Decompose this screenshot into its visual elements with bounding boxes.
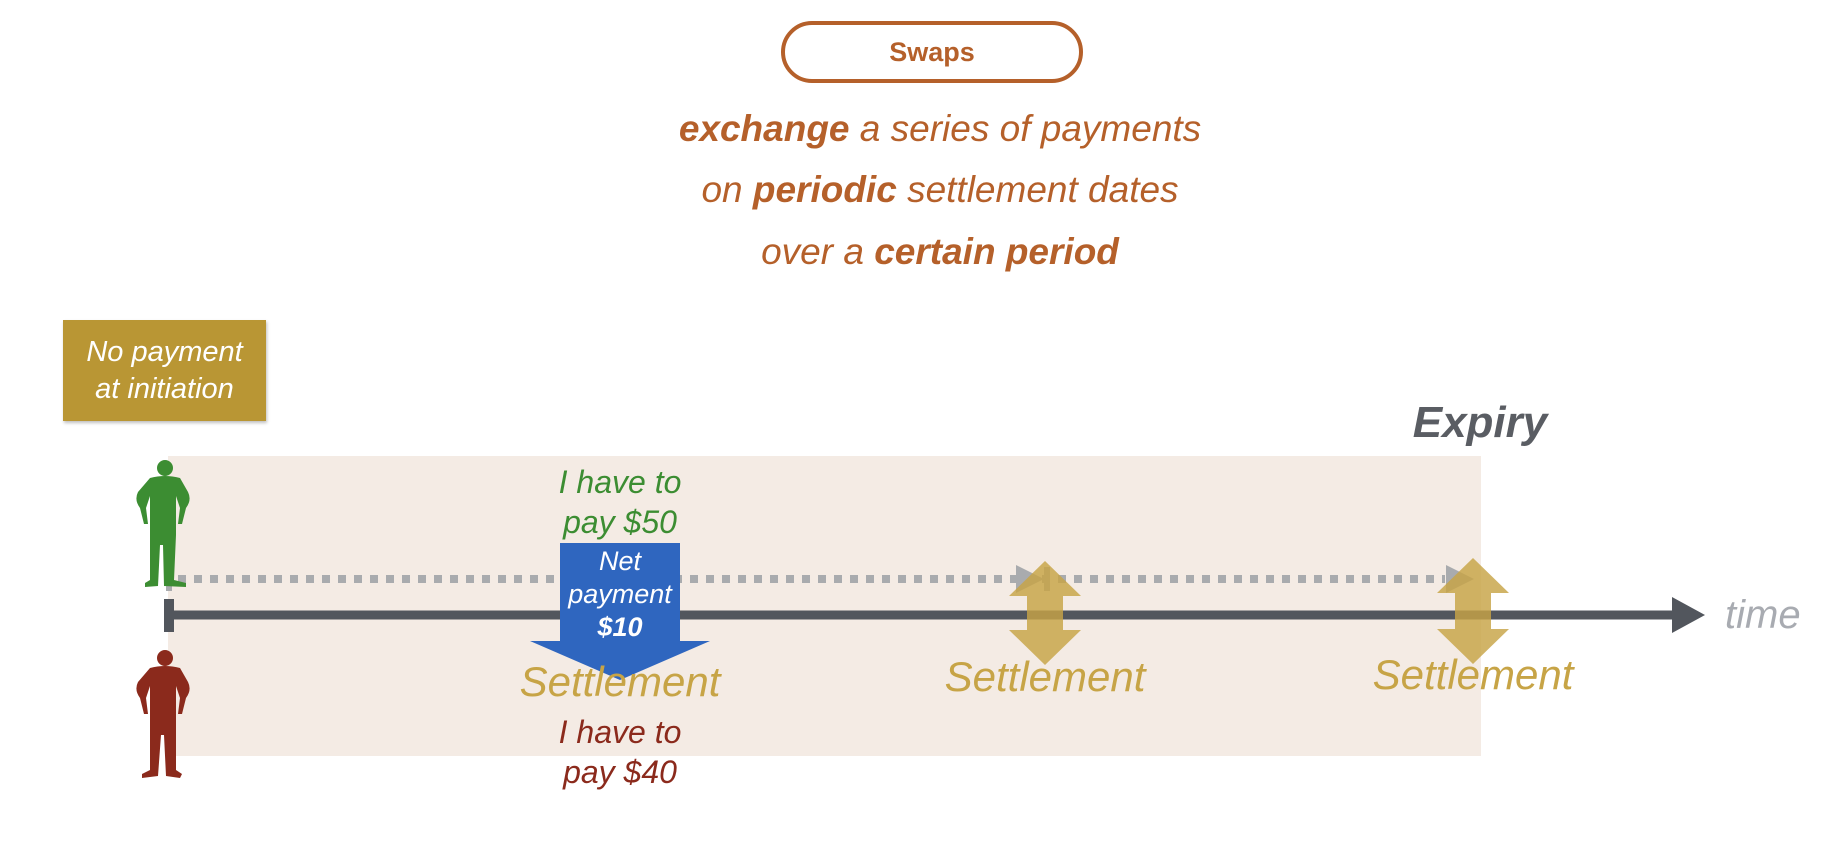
person-red-icon: [136, 650, 190, 778]
party-a-line-2: pay $50: [563, 504, 677, 540]
net-payment-amount: $10: [597, 612, 643, 642]
subtitle-1-bold: exchange: [678, 108, 850, 149]
subtitle-2-rest: settlement dates: [896, 169, 1179, 210]
settlement-label-3: Settlement: [1372, 651, 1574, 698]
net-payment-label: Net payment $10: [560, 545, 680, 644]
party-a-text: I have to pay $50: [540, 462, 700, 542]
party-b-line-2: pay $40: [563, 754, 677, 790]
subtitle-2-bold: periodic: [752, 169, 897, 210]
timeline-start-tick: [164, 599, 174, 632]
no-payment-line-2: at initiation: [95, 372, 234, 405]
subtitle-line-1: exchange a series of payments: [420, 108, 1460, 150]
timeline-arrow-icon: [1672, 597, 1705, 633]
subtitle-3-bold: certain period: [874, 231, 1119, 272]
double-arrow-icon: [1437, 558, 1509, 664]
net-payment-line-2: payment: [568, 579, 672, 609]
double-arrow-icon: [1009, 561, 1081, 665]
party-b-text: I have to pay $40: [540, 712, 700, 792]
period-band: [168, 456, 1481, 756]
party-b-line-1: I have to: [558, 714, 682, 750]
time-axis-label: time: [1725, 593, 1801, 637]
party-a-line-1: I have to: [558, 464, 682, 500]
title-badge: Swaps: [781, 21, 1083, 83]
subtitle-1-rest: a series of payments: [849, 108, 1202, 149]
title-text: Swaps: [889, 36, 975, 67]
subtitle-2-pre: on: [701, 169, 753, 210]
subtitle-3-pre: over a: [761, 231, 875, 272]
arrow-down-icon: [530, 543, 710, 680]
no-payment-line-1: No payment: [86, 335, 243, 368]
subtitle-line-3: over a certain period: [420, 231, 1460, 273]
no-payment-box: No payment at initiation: [63, 320, 266, 421]
settlement-label-1: Settlement: [519, 658, 721, 705]
settlement-label-2: Settlement: [944, 653, 1146, 700]
person-green-icon: [136, 460, 190, 587]
subtitle-line-2: on periodic settlement dates: [420, 169, 1460, 211]
expiry-label: Expiry: [1412, 398, 1548, 447]
net-payment-line-1: Net: [598, 546, 642, 576]
